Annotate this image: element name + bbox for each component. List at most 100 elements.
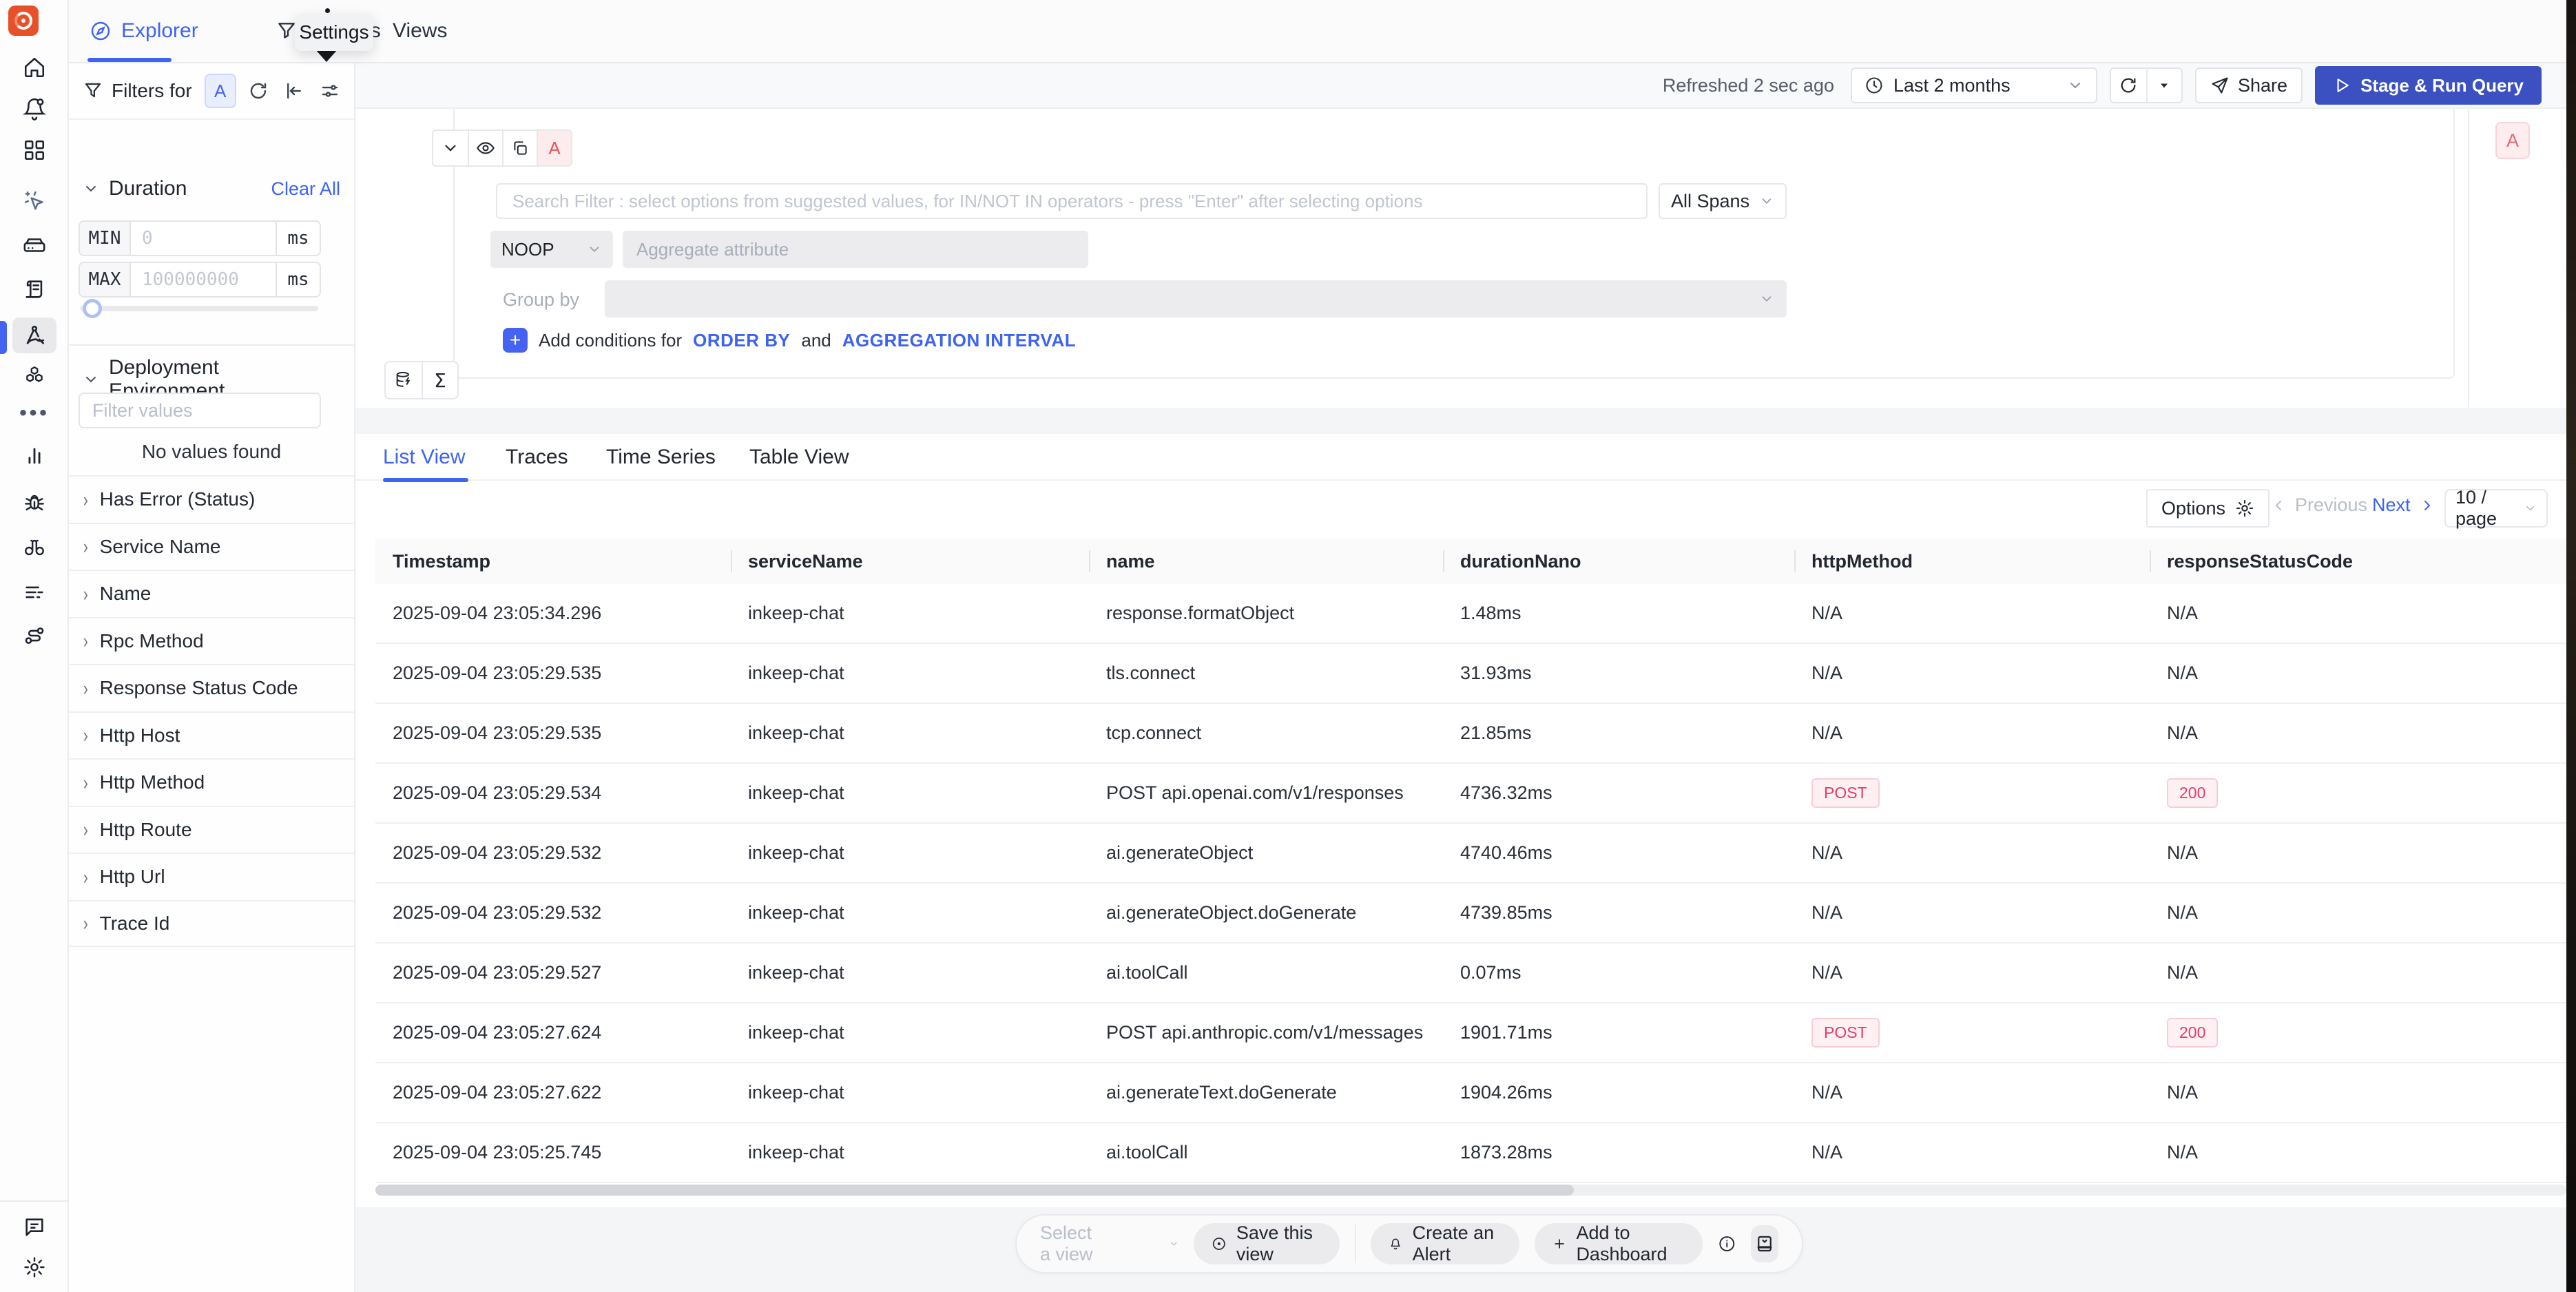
filter-section-row[interactable]: › Http Host [69,711,354,759]
deployment-filter-input[interactable]: Filter values [79,393,321,428]
alerts-bell-icon [23,98,46,121]
column-header[interactable]: name [1089,539,1443,584]
tab-views[interactable]: Views [393,0,447,62]
filter-section-row[interactable]: › Http Method [69,758,354,806]
toggle-visibility-button[interactable] [468,131,502,165]
aggregate-attribute-input[interactable]: Aggregate attribute [623,231,1088,268]
sidebar-item-alerts[interactable] [17,91,52,127]
table-row[interactable]: 2025-09-04 23:05:29.535 inkeep-chat tls.… [375,644,2566,704]
collapse-bar-button[interactable] [1751,1225,1778,1262]
filter-settings-sliders-icon[interactable] [320,81,340,101]
sidebar-item-home[interactable] [17,50,52,85]
plus-icon [1555,1239,1565,1249]
min-input[interactable]: 0 [142,228,153,249]
query-a-chip-pink[interactable]: A [2495,122,2530,159]
page-size-select[interactable]: 10 / page [2444,487,2548,529]
sidebar-item-settings[interactable] [17,1249,52,1285]
aggregation-interval-link[interactable]: AGGREGATION INTERVAL [842,329,1077,351]
logs-icon [25,280,43,298]
save-view-button[interactable]: Save this view [1194,1222,1340,1264]
column-header[interactable]: serviceName [731,539,1089,584]
stage-run-query-button[interactable]: Stage & Run Query [2315,66,2542,105]
chevron-down-icon [1170,1242,1177,1246]
span-scope-select[interactable]: All Spans [1659,183,1787,219]
formula-button[interactable]: Σ [422,362,457,398]
table-row[interactable]: 2025-09-04 23:05:29.535 inkeep-chat tcp.… [375,704,2566,764]
tab-traces[interactable]: Traces [506,438,568,477]
search-filter-input[interactable]: Search Filter : select options from sugg… [496,183,1648,219]
filter-section-row[interactable]: › Response Status Code [69,664,354,711]
sidebar-item-services[interactable] [17,358,52,394]
next-page-button[interactable]: Next [2372,494,2435,516]
table-row[interactable]: 2025-09-04 23:05:29.534 inkeep-chat POST… [375,764,2566,824]
duration-slider[interactable] [80,299,318,318]
filter-section-row[interactable]: › Http Route [69,805,354,853]
duration-section-header[interactable]: Duration Clear All [83,177,340,200]
reader-panel-icon [1757,1236,1772,1252]
select-view-dropdown[interactable]: Select a view [1040,1222,1178,1265]
signoz-logo[interactable] [8,6,39,36]
duration-slider-handle[interactable] [83,299,102,318]
sidebar-item-infrastructure[interactable] [17,227,52,263]
query-card [453,107,2455,379]
table-row[interactable]: 2025-09-04 23:05:25.745 inkeep-chat ai.t… [375,1123,2566,1183]
max-input[interactable]: 100000000 [142,269,239,290]
collapse-panel-icon[interactable] [284,81,304,101]
group-by-select[interactable] [605,280,1787,317]
refresh-options-button[interactable] [2146,69,2181,102]
sidebar-item-logs[interactable] [17,271,52,307]
table-row[interactable]: 2025-09-04 23:05:34.296 inkeep-chat resp… [375,584,2566,644]
filter-section-row[interactable]: › Http Url [69,853,354,900]
table-row[interactable]: 2025-09-04 23:05:27.624 inkeep-chat POST… [375,1003,2566,1063]
sidebar-item-explore[interactable] [17,530,52,565]
query-a-chip-blue[interactable]: A [204,74,236,108]
column-header[interactable]: durationNano [1443,539,1794,584]
explore-binoculars-icon [25,539,44,556]
sidebar-item-quick-actions[interactable] [17,183,52,219]
clear-all-link[interactable]: Clear All [271,178,340,199]
filter-section-row[interactable]: › Rpc Method [69,616,354,665]
tab-list-view[interactable]: List View [383,438,466,477]
aggregate-operator-select[interactable]: NOOP [490,231,613,268]
table-row[interactable]: 2025-09-04 23:05:29.532 inkeep-chat ai.g… [375,884,2566,944]
column-header[interactable]: responseStatusCode [2150,539,2566,584]
sidebar-item-pipelines[interactable] [17,574,52,610]
sidebar-item-dashboards[interactable] [17,132,52,168]
share-button[interactable]: Share [2195,67,2303,103]
sidebar-item-more[interactable]: ••• [17,395,52,431]
add-condition-button[interactable]: + [503,328,528,353]
refresh-button[interactable] [2111,69,2146,102]
table-row[interactable]: 2025-09-04 23:05:29.527 inkeep-chat ai.t… [375,944,2566,1003]
sidebar-item-routes[interactable] [17,618,52,654]
sync-icon[interactable] [248,81,269,101]
query-letter-chip[interactable]: A [537,131,571,165]
create-alert-button[interactable]: Create an Alert [1371,1222,1520,1264]
collapse-query-button[interactable] [433,131,468,165]
home-icon [24,57,45,78]
order-by-link[interactable]: ORDER BY [693,329,791,351]
sidebar-item-exceptions[interactable] [17,485,52,521]
filter-section-row[interactable]: › Name [69,570,354,617]
sidebar-item-traces[interactable] [12,317,56,353]
query-builder-button[interactable] [386,362,422,398]
cell-response-status: N/A [2167,842,2199,863]
tab-table-view[interactable]: Table View [749,438,849,477]
column-header[interactable]: Timestamp [393,550,491,572]
previous-page-button[interactable]: Previous [2270,494,2367,516]
horizontal-scrollbar-thumb[interactable] [375,1185,1574,1196]
options-button[interactable]: Options [2146,489,2270,528]
sidebar-item-metrics[interactable] [17,438,52,474]
tab-explorer[interactable]: Explorer [90,0,198,62]
sidebar-item-feedback[interactable] [17,1209,52,1245]
filter-section-row[interactable]: › Service Name [69,522,354,570]
filter-section-row[interactable]: › Trace Id [69,899,354,947]
column-header[interactable]: httpMethod [1794,539,2150,584]
table-row[interactable]: 2025-09-04 23:05:27.622 inkeep-chat ai.g… [375,1063,2566,1123]
time-range-select[interactable]: Last 2 months [1851,67,2097,103]
add-to-dashboard-button[interactable]: Add to Dashboard [1535,1222,1703,1264]
tab-time-series[interactable]: Time Series [606,438,716,477]
info-icon[interactable] [1718,1231,1736,1256]
duplicate-query-button[interactable] [502,131,537,165]
table-row[interactable]: 2025-09-04 23:05:29.532 inkeep-chat ai.g… [375,824,2566,884]
filter-section-row[interactable]: › Has Error (Status) [69,475,354,523]
